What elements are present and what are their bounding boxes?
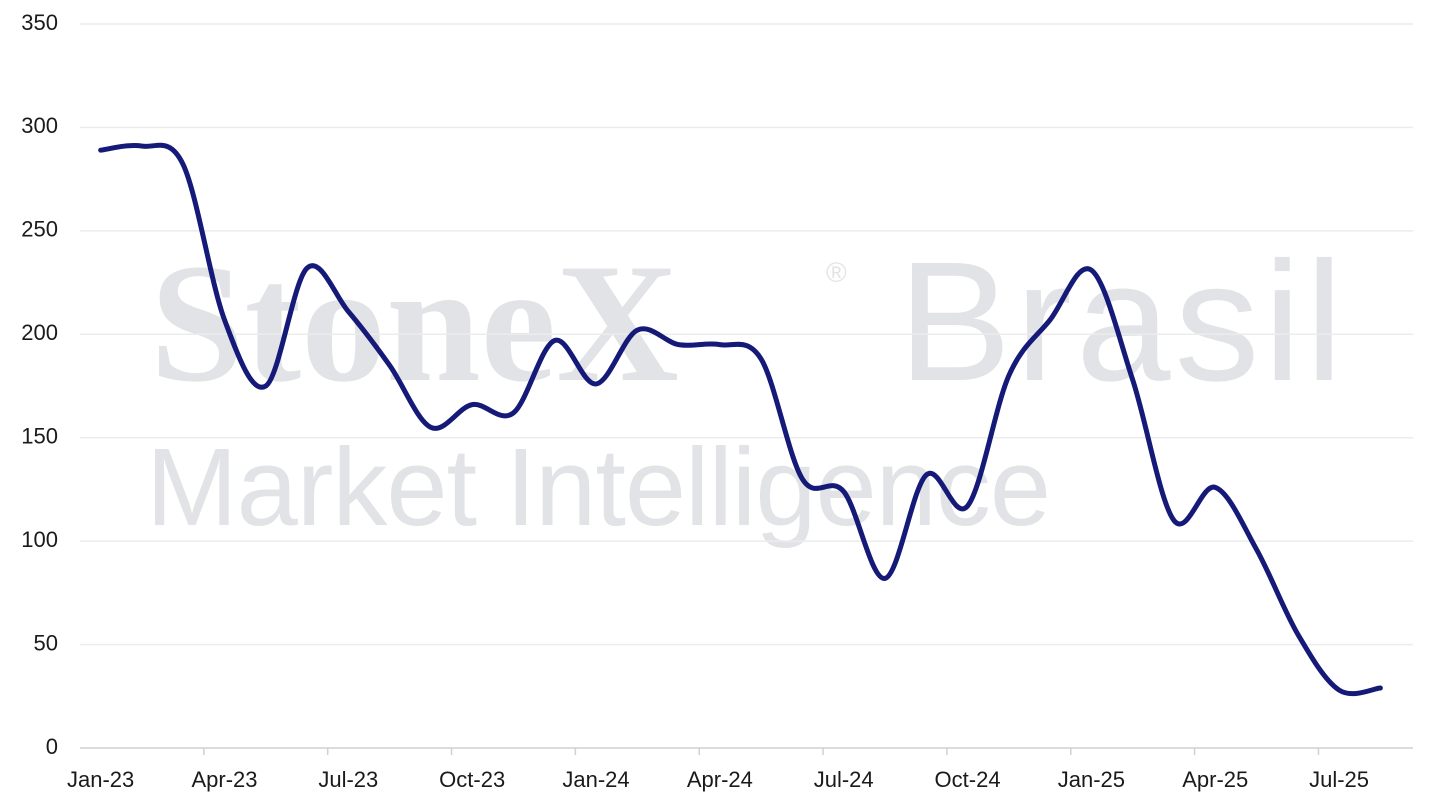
x-tick-label: Jul-24 — [814, 767, 874, 792]
x-tick-label: Jul-25 — [1309, 767, 1369, 792]
x-tick-label: Jan-25 — [1058, 767, 1125, 792]
x-tick-label: Jan-24 — [562, 767, 629, 792]
y-tick-label: 350 — [21, 10, 58, 35]
y-tick-label: 200 — [21, 320, 58, 345]
y-tick-label: 50 — [34, 630, 58, 655]
watermark-mark: ® — [826, 257, 847, 288]
watermark-brand: Brasil — [898, 227, 1343, 417]
x-tick-label: Jan-23 — [67, 767, 134, 792]
y-tick-label: 0 — [46, 734, 58, 759]
x-tick-label: Apr-25 — [1182, 767, 1248, 792]
y-tick-label: 250 — [21, 217, 58, 242]
x-tick-label: Oct-23 — [439, 767, 505, 792]
y-tick-label: 100 — [21, 527, 58, 552]
x-tick-label: Apr-24 — [687, 767, 753, 792]
x-tick-label: Jul-23 — [318, 767, 378, 792]
watermark-subtitle: Market Intelligence — [146, 426, 1051, 549]
x-tick-label: Apr-23 — [191, 767, 257, 792]
watermark: StoneX ® Brasil Market Intelligence — [146, 227, 1343, 549]
y-tick-label: 150 — [21, 424, 58, 449]
x-tick-label: Oct-24 — [935, 767, 1001, 792]
y-tick-label: 300 — [21, 113, 58, 138]
line — [98, 142, 1383, 697]
watermark-logo: StoneX — [150, 229, 679, 417]
